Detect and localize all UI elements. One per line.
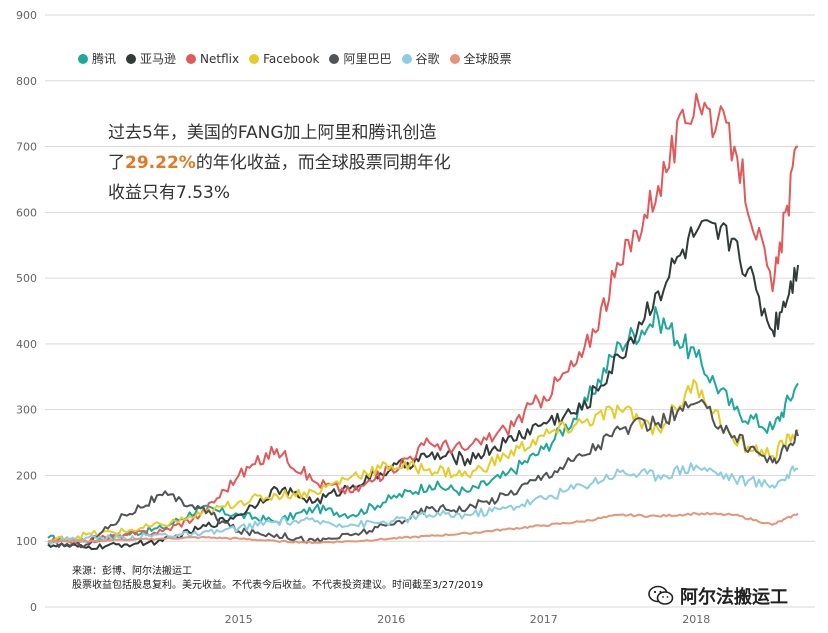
- disclaimer-note: 股票收益包括股息复利。美元收益。不代表今后收益。不代表投资建议。时间截至3/27…: [72, 580, 484, 591]
- source-note: 来源：彭博、阿尔法搬运工: [72, 566, 192, 577]
- chart-notes: 来源：彭博、阿尔法搬运工 股票收益包括股息复利。美元收益。不代表今后收益。不代表…: [72, 565, 483, 593]
- legend-label: 全球股票: [463, 52, 512, 66]
- headline-line-1: 过去5年，美国的FANG加上阿里和腾讯创造: [108, 123, 437, 143]
- series-layer: [47, 92, 799, 551]
- y-tick-label: 800: [16, 75, 37, 88]
- legend-swatch: [186, 53, 197, 64]
- x-tick-label: 2015: [225, 613, 253, 626]
- headline-line-2: 了29.22%的年化收益，而全球股票同期年化: [108, 148, 508, 178]
- watermark-text: 阿尔法搬运工: [680, 587, 788, 608]
- legend-swatch: [126, 53, 137, 64]
- legend-swatch: [401, 53, 412, 64]
- series-line-6: [47, 511, 799, 545]
- legend-swatch: [329, 53, 340, 64]
- series-line-1: [47, 219, 799, 551]
- legend-label: 谷歌: [415, 52, 440, 66]
- wechat-icon: [648, 585, 674, 605]
- legend-label: 亚马逊: [140, 52, 177, 66]
- headline-highlight: 29.22%: [125, 153, 196, 173]
- legend-label: Facebook: [263, 51, 320, 66]
- legend-swatch: [249, 53, 260, 64]
- series-line-2: [47, 92, 799, 546]
- x-tick-label: 2018: [682, 613, 710, 626]
- legend-item: 谷歌: [401, 50, 440, 67]
- y-tick-label: 300: [16, 404, 37, 417]
- series-line-3: [47, 378, 799, 543]
- legend-item: 亚马逊: [126, 50, 176, 67]
- y-tick-label: 500: [16, 272, 37, 285]
- series-line-5: [47, 462, 799, 545]
- y-tick-label: 200: [16, 469, 37, 482]
- y-tick-label: 700: [16, 141, 37, 154]
- y-tick-label: 900: [16, 9, 37, 22]
- axis-layer: 0 100 200 300 400 500 600 700 800 900 2015 2016 2017…: [16, 9, 710, 626]
- legend-label: Netflix: [200, 51, 240, 66]
- headline-line-2-prefix: 了: [108, 153, 125, 173]
- legend-item: 腾讯: [78, 50, 116, 67]
- legend-item: Facebook: [249, 50, 319, 67]
- grid-layer: [45, 14, 815, 608]
- legend-item: 全球股票: [449, 50, 512, 67]
- y-tick-label: 400: [16, 338, 37, 351]
- legend-item: 阿里巴巴: [329, 50, 392, 67]
- legend-label: 阿里巴巴: [343, 52, 392, 66]
- watermark: 阿尔法搬运工: [648, 583, 788, 609]
- y-tick-label: 100: [16, 535, 37, 548]
- y-tick-label: 0: [30, 601, 37, 614]
- headline-line-3: 收益只有7.53%: [108, 183, 231, 203]
- legend-swatch: [78, 53, 88, 64]
- x-tick-label: 2017: [530, 613, 558, 626]
- y-tick-label: 600: [16, 206, 37, 219]
- legend-item: Netflix: [186, 50, 239, 67]
- x-tick-label: 2016: [377, 613, 405, 626]
- series-line-4: [47, 398, 799, 549]
- series-line-0: [47, 306, 799, 544]
- legend: 腾讯 亚马逊 Netflix Facebook 阿里巴巴 谷歌 全球股票: [78, 50, 512, 67]
- legend-swatch: [449, 53, 460, 64]
- headline-annotation: 过去5年，美国的FANG加上阿里和腾讯创造 了29.22%的年化收益，而全球股票…: [108, 118, 508, 208]
- headline-line-2-suffix: 的年化收益，而全球股票同期年化: [195, 153, 451, 173]
- legend-label: 腾讯: [92, 52, 117, 66]
